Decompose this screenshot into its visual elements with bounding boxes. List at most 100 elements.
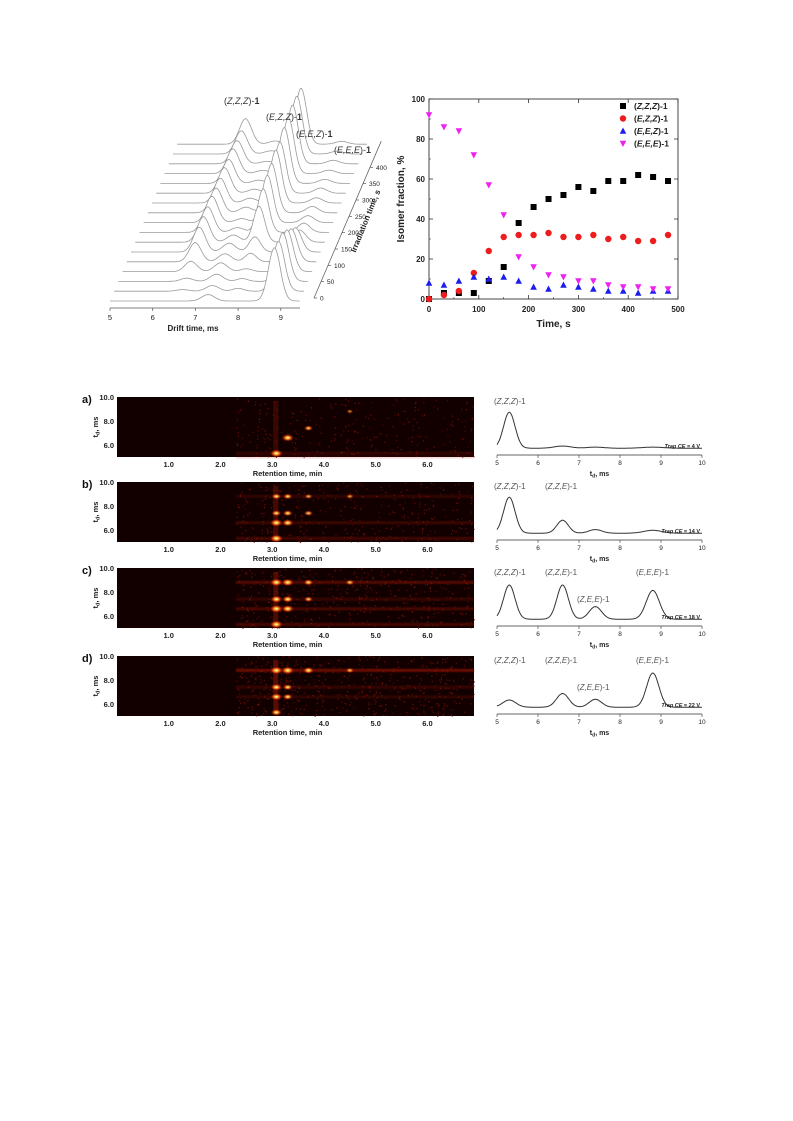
noise-speck: [328, 626, 330, 628]
noise-speck: [250, 660, 253, 663]
noise-speck: [353, 707, 355, 709]
noise-speck: [279, 690, 281, 692]
x-tick-label: 1.0: [164, 719, 174, 728]
noise-speck: [267, 601, 270, 603]
noise-speck: [277, 707, 280, 709]
x-tick-label: 5.0: [370, 460, 380, 469]
peak-label: (E,E,E)-1: [334, 145, 371, 155]
noise-speck: [264, 504, 266, 506]
noise-speck: [394, 595, 397, 598]
noise-speck: [464, 430, 466, 432]
noise-speck: [319, 425, 321, 427]
noise-speck: [297, 578, 299, 580]
noise-speck: [272, 691, 274, 693]
noise-speck: [276, 409, 278, 411]
noise-speck: [409, 450, 411, 453]
noise-speck: [291, 442, 294, 444]
noise-speck: [432, 568, 434, 571]
x-tick-label: 400: [622, 305, 636, 314]
noise-speck: [328, 663, 330, 665]
noise-speck: [258, 703, 260, 705]
y-tick-label: 60: [416, 175, 425, 184]
noise-speck: [271, 627, 273, 629]
noise-speck: [433, 483, 435, 486]
noise-speck: [262, 523, 264, 526]
noise-speck: [348, 424, 350, 427]
noise-speck: [255, 677, 257, 679]
noise-speck: [346, 588, 349, 590]
noise-speck: [297, 507, 299, 509]
noise-speck: [470, 703, 472, 705]
noise-speck: [347, 592, 349, 594]
noise-speck: [297, 691, 299, 693]
noise-speck: [374, 436, 376, 438]
data-point: [575, 278, 582, 285]
trace-x-tick-label: 7: [577, 631, 581, 638]
noise-speck: [427, 584, 429, 586]
noise-speck: [458, 483, 460, 485]
noise-speck: [425, 665, 427, 667]
noise-speck: [266, 698, 269, 700]
noise-speck: [406, 714, 408, 717]
noise-speck: [427, 617, 429, 619]
noise-speck: [266, 528, 268, 530]
y-tick-label: 8.0: [104, 588, 114, 597]
legend-label: (E,E,Z)-1: [634, 126, 669, 136]
x-axis-label: Retention time, min: [253, 728, 323, 737]
noise-speck: [256, 447, 258, 449]
noise-speck: [363, 605, 365, 607]
noise-speck: [340, 693, 342, 696]
noise-speck: [245, 664, 247, 667]
noise-speck: [421, 617, 423, 619]
noise-speck: [366, 620, 368, 623]
noise-speck: [429, 661, 431, 664]
noise-speck: [265, 663, 267, 665]
noise-speck: [334, 427, 337, 429]
noise-speck: [450, 692, 452, 694]
peak-label: (Z,Z,Z)-1: [224, 96, 260, 106]
trace-x-tick-label: 9: [659, 631, 663, 638]
noise-speck: [358, 658, 360, 660]
noise-speck: [398, 579, 400, 581]
noise-speck: [309, 420, 311, 422]
noise-speck: [267, 532, 269, 535]
noise-speck: [412, 621, 415, 623]
data-point: [604, 282, 612, 289]
data-point: [590, 231, 597, 239]
noise-speck: [349, 618, 351, 620]
noise-speck: [292, 693, 294, 695]
heatmap-panel: b) 10.08.06.0td, ms1.0 2.0 3.0 4.0 5.0 6.0Rete…: [82, 478, 706, 565]
noise-speck: [287, 665, 289, 667]
noise-speck: [461, 408, 463, 411]
isomer-label: (Z,Z,Z)-1: [494, 568, 526, 577]
noise-speck: [310, 676, 312, 678]
noise-speck: [263, 712, 265, 715]
noise-speck: [392, 682, 394, 684]
data-point: [575, 184, 582, 190]
noise-speck: [443, 713, 445, 715]
noise-speck: [377, 520, 379, 522]
heatmap-spot: [346, 409, 354, 414]
noise-speck: [253, 612, 255, 614]
noise-speck: [335, 534, 337, 536]
noise-speck: [294, 514, 297, 516]
noise-speck: [245, 530, 247, 532]
noise-speck: [395, 499, 397, 501]
legend-marker: [619, 140, 627, 147]
noise-speck: [238, 689, 240, 691]
depth-tick-label: 100: [334, 263, 345, 270]
noise-speck: [260, 701, 262, 703]
trace-x-tick-label: 6: [536, 460, 540, 467]
noise-speck: [385, 697, 387, 700]
noise-speck: [237, 504, 239, 506]
trace-x-tick-label: 6: [536, 719, 540, 726]
noise-speck: [398, 414, 400, 416]
noise-speck: [442, 708, 444, 710]
heatmap-spot: [271, 510, 282, 517]
noise-speck: [305, 414, 307, 416]
noise-speck: [431, 575, 433, 578]
isomer-fraction-chart: 0 100 200 300 400 500 0 20 40 60 80 100 Time, s Isome…: [396, 95, 685, 330]
noise-speck: [318, 690, 320, 693]
noise-speck: [360, 610, 362, 612]
noise-speck: [290, 603, 293, 605]
